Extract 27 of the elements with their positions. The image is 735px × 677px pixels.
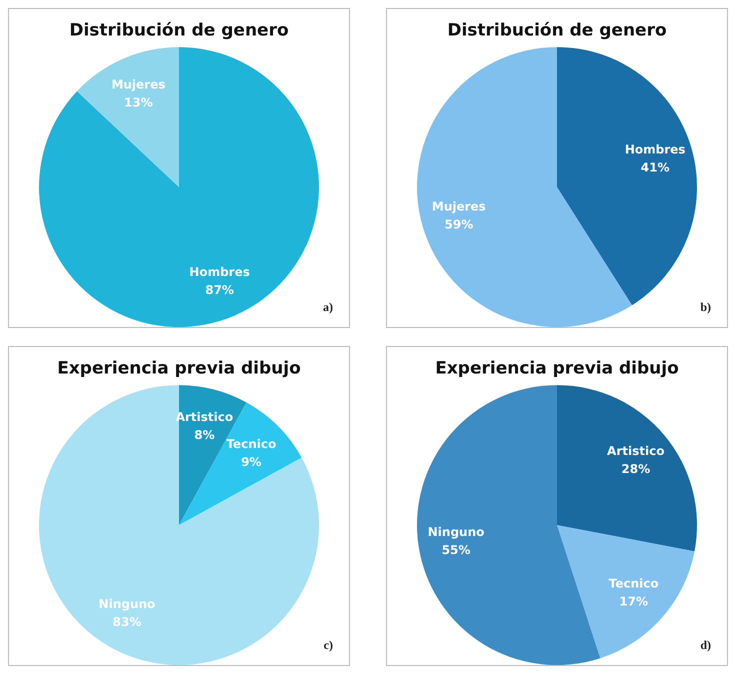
data-label: 41% [640, 160, 670, 175]
data-label: 59% [444, 218, 474, 232]
data-label: 83% [112, 615, 142, 630]
chart-title: Experiencia previa dibujo [435, 358, 679, 378]
text: a) [323, 300, 334, 314]
slice-label: Tecnico [608, 576, 659, 591]
data-label: 8% [194, 428, 215, 442]
chart-title: Distribución de genero [447, 20, 667, 40]
data-label: 17% [619, 594, 648, 609]
slice-label: Artistico [607, 444, 664, 458]
slice-label: Hombres [624, 142, 686, 157]
slice-label: Mujeres [111, 77, 166, 92]
data-label: 87% [205, 282, 234, 297]
text: c) [324, 638, 334, 652]
slice-label: Ninguno [98, 597, 156, 612]
slice-label: Tecnico [226, 436, 276, 451]
slice-label: Hombres [189, 264, 250, 279]
data-label: 13% [124, 95, 153, 110]
text: d) [700, 638, 712, 652]
slice-label: Ninguno [428, 525, 484, 540]
data-label: 55% [442, 543, 470, 558]
chart-title: Experiencia previa dibujo [57, 358, 301, 378]
data-label: 9% [241, 454, 262, 469]
text: b) [700, 300, 712, 314]
data-label: 28% [621, 462, 650, 476]
slice-label: Mujeres [432, 200, 486, 214]
chart-title: Distribución de genero [69, 20, 289, 40]
